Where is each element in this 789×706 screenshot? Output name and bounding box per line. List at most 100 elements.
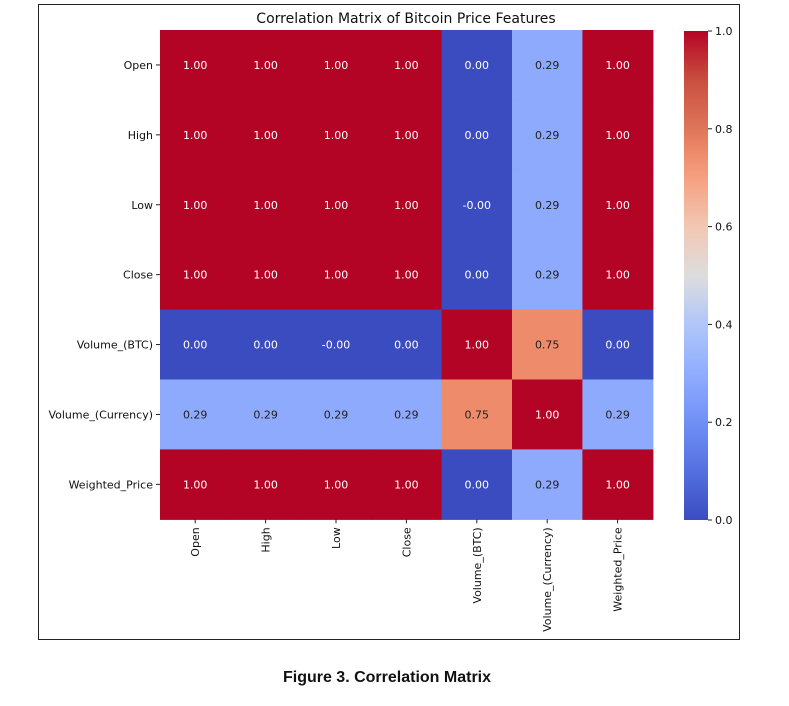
heatmap-cell <box>160 449 231 520</box>
heatmap-cell <box>230 309 302 381</box>
heatmap-cell <box>582 99 654 171</box>
heatmap-cell <box>300 309 372 381</box>
cell-value-label: 0.00 <box>465 129 490 142</box>
colorbar-tick-label: 0.4 <box>715 318 733 331</box>
colorbar-tick-label: 0.2 <box>715 416 733 429</box>
heatmap-cell <box>371 239 443 311</box>
row-tick-label: Close <box>123 269 153 282</box>
heatmap-cell <box>300 30 372 101</box>
cell-value-label: 1.00 <box>394 59 419 72</box>
heatmap-cell <box>300 239 372 311</box>
heatmap-cell <box>230 239 302 311</box>
cell-value-label: 0.29 <box>535 129 560 142</box>
cell-value-label: 0.29 <box>535 478 560 491</box>
cell-value-label: 1.00 <box>183 129 208 142</box>
cell-value-label: 0.00 <box>183 339 208 352</box>
heatmap-cell <box>582 449 654 520</box>
heatmap-cell <box>582 239 654 311</box>
col-tick-label: Volume_(BTC) <box>471 527 484 603</box>
heatmap-cell <box>300 449 372 520</box>
col-tick-label: High <box>260 527 273 552</box>
row-tick-label: Volume_(Currency) <box>48 408 153 421</box>
cell-value-label: 0.00 <box>465 269 490 282</box>
cell-value-label: 1.00 <box>394 478 419 491</box>
cell-value-label: 0.75 <box>465 408 490 421</box>
heatmap-cell <box>230 169 302 241</box>
cell-value-label: 0.29 <box>605 408 630 421</box>
cell-value-label: -0.00 <box>463 199 491 212</box>
cell-value-label: 1.00 <box>394 199 419 212</box>
cell-value-label: 0.29 <box>535 59 560 72</box>
heatmap-cell <box>230 30 302 101</box>
heatmap-cell <box>441 239 513 311</box>
heatmap-cell <box>582 30 654 101</box>
chart-title: Correlation Matrix of Bitcoin Price Feat… <box>256 11 555 27</box>
cell-value-label: 1.00 <box>394 269 419 282</box>
colorbar-tick-label: 1.0 <box>715 25 733 38</box>
cell-value-label: 1.00 <box>253 269 278 282</box>
cell-value-label: 0.00 <box>465 59 490 72</box>
figure-frame: Correlation Matrix of Bitcoin Price Feat… <box>38 4 740 640</box>
heatmap-cell <box>160 309 231 381</box>
heatmap-cell <box>160 30 231 101</box>
heatmap-cell <box>230 379 302 450</box>
cell-value-label: 1.00 <box>324 478 349 491</box>
row-tick-label: Volume_(BTC) <box>77 339 153 352</box>
cell-value-label: 1.00 <box>605 129 630 142</box>
col-tick-label: Close <box>400 527 413 557</box>
cell-value-label: 0.29 <box>183 408 208 421</box>
cell-value-label: 1.00 <box>253 478 278 491</box>
cell-value-label: 1.00 <box>253 59 278 72</box>
cell-value-label: 0.00 <box>253 339 278 352</box>
cell-value-label: 1.00 <box>605 478 630 491</box>
col-tick-label: Low <box>330 527 343 549</box>
heatmap-cell <box>441 449 513 520</box>
colorbar-tick-label: 0.6 <box>715 221 733 234</box>
cell-value-label: 1.00 <box>253 129 278 142</box>
heatmap-cell <box>300 379 372 450</box>
heatmap-cell <box>441 30 513 101</box>
cell-value-label: 1.00 <box>324 199 349 212</box>
cell-value-label: 1.00 <box>465 339 490 352</box>
cell-value-label: 0.00 <box>605 339 630 352</box>
figure-caption: Figure 3. Correlation Matrix <box>282 669 492 686</box>
heatmap-cell <box>582 169 654 241</box>
correlation-heatmap: Correlation Matrix of Bitcoin Price Feat… <box>48 11 733 632</box>
heatmap-cell <box>371 169 443 241</box>
cell-value-label: 1.00 <box>183 269 208 282</box>
cell-value-label: 1.00 <box>253 199 278 212</box>
cell-value-label: 0.29 <box>324 408 349 421</box>
cell-value-label: 0.00 <box>394 339 419 352</box>
heatmap-cell <box>512 239 583 311</box>
cell-value-label: 1.00 <box>183 478 208 491</box>
cell-value-label: 0.29 <box>535 269 560 282</box>
colorbar-gradient <box>684 31 708 520</box>
cell-value-label: 1.00 <box>605 269 630 282</box>
heatmap-cell <box>512 379 583 450</box>
heatmap-cell <box>160 379 231 450</box>
heatmap-cell <box>371 379 443 450</box>
heatmap-cell <box>512 169 583 241</box>
cell-value-label: 1.00 <box>324 129 349 142</box>
heatmap-cell <box>371 309 443 381</box>
heatmap-cell <box>371 30 443 101</box>
heatmap-cell <box>512 309 583 381</box>
cell-value-label: 1.00 <box>183 59 208 72</box>
colorbar-tick-label: 0.0 <box>715 514 733 527</box>
cell-value-label: -0.00 <box>322 339 350 352</box>
heatmap-cell <box>160 99 231 171</box>
cell-value-label: 0.00 <box>465 478 490 491</box>
colorbar-tick-label: 0.8 <box>715 123 733 136</box>
heatmap-cell <box>512 30 583 101</box>
cell-value-label: 0.29 <box>535 199 560 212</box>
cell-value-label: 1.00 <box>394 129 419 142</box>
cell-value-label: 1.00 <box>324 59 349 72</box>
cell-value-label: 1.00 <box>605 59 630 72</box>
row-tick-label: High <box>128 129 153 142</box>
cell-value-label: 1.00 <box>535 408 560 421</box>
row-tick-label: Open <box>124 59 153 72</box>
heatmap-cell <box>441 99 513 171</box>
heatmap-cell <box>230 99 302 171</box>
row-tick-label: Weighted_Price <box>69 478 154 491</box>
heatmap-cell <box>160 169 231 241</box>
